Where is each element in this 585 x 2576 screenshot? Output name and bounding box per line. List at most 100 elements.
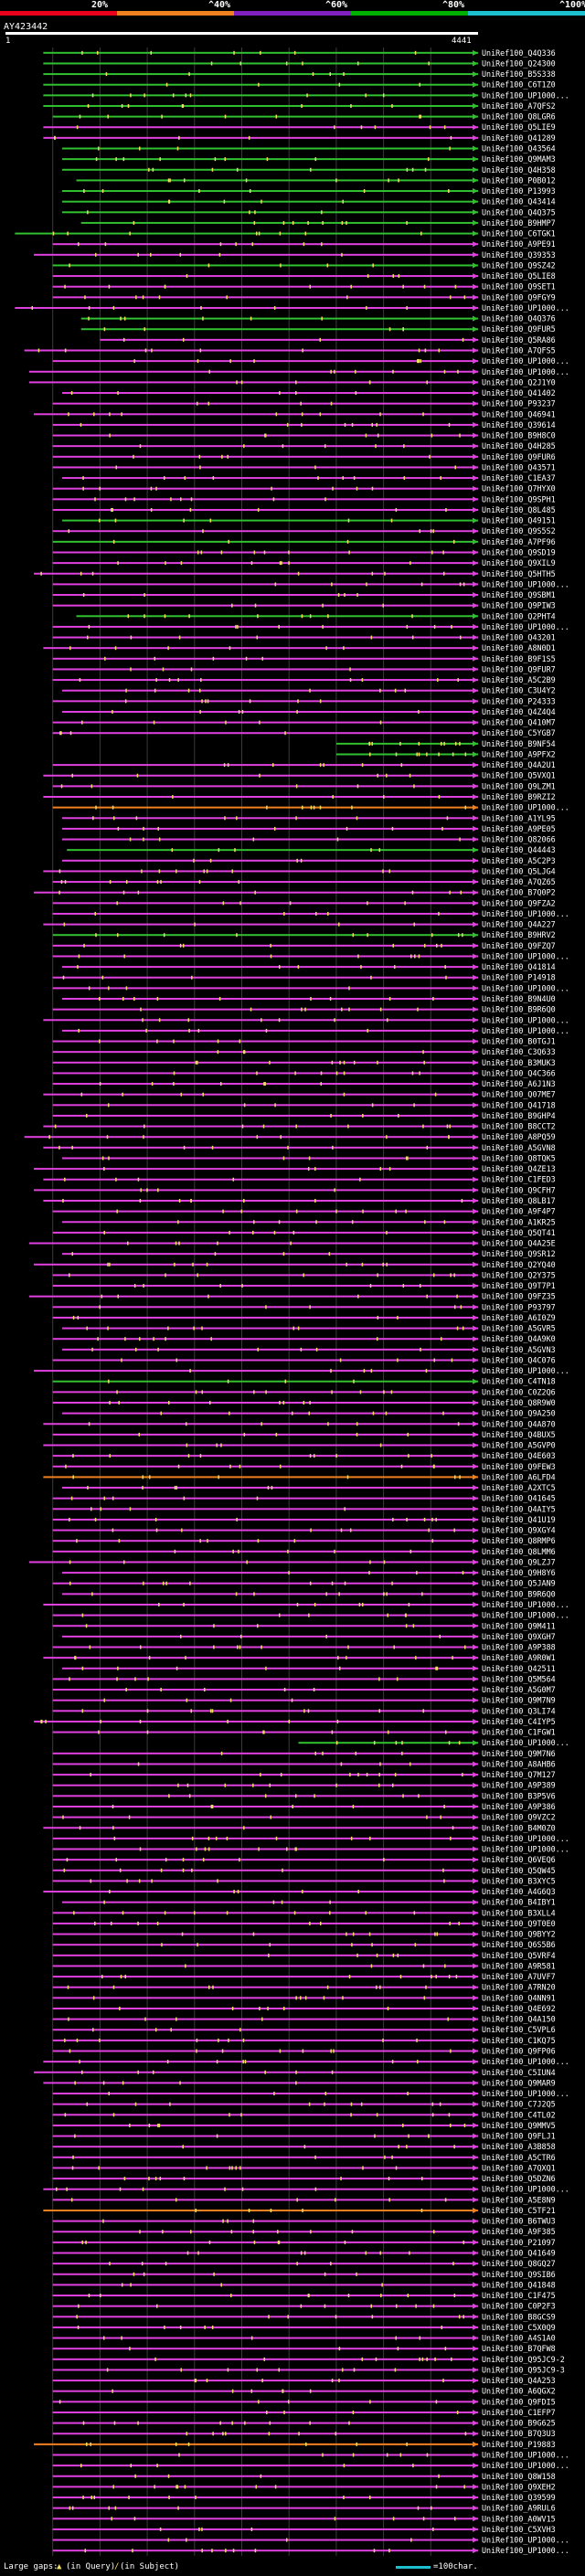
gap-marker [176, 1666, 178, 1670]
alignment-hit: UniRef100_Q41289 [43, 133, 556, 143]
hit-label: UniRef100_B9R6Q0 [482, 1005, 556, 1014]
gap-marker [217, 1241, 218, 1246]
hit-end-arrow [473, 1293, 478, 1299]
hit-bar [52, 2326, 478, 2328]
gap-marker [52, 231, 55, 236]
gap-marker [63, 922, 66, 927]
gap-marker [220, 1082, 222, 1087]
gap-marker [414, 1943, 417, 1947]
alignment-hit: UniRef100_A7QXQ1 [52, 2163, 556, 2172]
hit-bar [52, 1986, 478, 1988]
gap-marker [385, 1411, 388, 1415]
gap-marker [282, 2006, 285, 2010]
gap-marker [165, 1273, 166, 1277]
gap-marker [83, 943, 85, 948]
gap-marker [439, 1634, 441, 1638]
gap-marker [263, 1730, 265, 1734]
gap-marker [453, 2517, 456, 2521]
gap-marker [296, 1602, 299, 1606]
gap-marker [178, 135, 180, 140]
gap-marker [435, 943, 438, 948]
query-gap-marker-icon: ▲ [57, 2562, 62, 2571]
hit-end-arrow [473, 708, 478, 715]
gap-marker [388, 869, 391, 874]
hit-bar [43, 94, 479, 97]
alignment-hit: UniRef100_P21097 [52, 2238, 556, 2247]
alignment-hit: UniRef100_Q9XEH2 [52, 2482, 556, 2491]
gap-marker [115, 1177, 117, 1182]
gap-marker [422, 1709, 425, 1713]
hit-end-arrow [473, 2016, 478, 2022]
gap-marker [269, 1943, 271, 1947]
gap-marker [407, 1156, 409, 1161]
gap-marker [149, 252, 152, 257]
hit-label: UniRef100_P13993 [482, 186, 556, 196]
gap-marker [227, 2219, 229, 2223]
gap-marker [144, 348, 147, 353]
gap-marker [300, 401, 302, 406]
gap-marker [127, 614, 130, 619]
gap-marker [448, 1741, 451, 1745]
gap-marker [237, 1645, 239, 1649]
alignment-hit: UniRef100_Q410M7 [52, 718, 556, 727]
gap-marker [125, 688, 127, 693]
hit-bar [43, 1657, 479, 1659]
gap-marker [103, 1167, 105, 1171]
scale-tick-label: ^40% [208, 0, 231, 10]
gap-marker [151, 1082, 154, 1087]
gap-marker [359, 1390, 362, 1394]
gap-marker [322, 603, 324, 608]
hit-label: UniRef100_C5VPL6 [482, 2025, 556, 2034]
gap-marker [154, 2485, 155, 2489]
hit-end-arrow [473, 2335, 478, 2341]
gap-marker [190, 1199, 192, 1203]
gap-marker [143, 2272, 145, 2276]
hit-end-arrow [473, 241, 478, 248]
gap-marker [394, 688, 397, 693]
hit-label: UniRef100_Q8GQ27 [482, 2259, 556, 2268]
alignment-hit: UniRef100_A5CTR6 [52, 2153, 556, 2162]
hit-end-arrow [473, 400, 478, 407]
gap-marker [264, 1794, 267, 1798]
alignment-hit: UniRef100_Q9FZQ7 [52, 941, 556, 950]
alignment-hit: UniRef100_Q46941 [34, 409, 556, 419]
gap-marker [137, 2070, 139, 2074]
gap-marker [191, 1836, 194, 1840]
legend-footer: Large gaps: ▲ (in Query) / (in Subject) … [0, 2559, 585, 2576]
hit-bar [52, 2305, 478, 2307]
hit-end-arrow [473, 772, 478, 779]
hit-bar [52, 1869, 478, 1871]
gap-marker [114, 646, 117, 651]
hit-end-arrow [473, 113, 478, 120]
gap-marker [409, 773, 411, 778]
gap-marker [142, 1486, 144, 1490]
gap-marker [448, 422, 451, 427]
gap-marker [115, 157, 117, 162]
gap-marker [339, 1060, 341, 1065]
gap-marker [369, 1836, 371, 1840]
hit-bar [52, 2348, 478, 2350]
gap-marker [420, 2177, 423, 2181]
gap-marker [338, 2347, 341, 2351]
alignment-hit: UniRef100_Q5QW45 [52, 1866, 556, 1875]
hit-end-arrow [473, 1272, 478, 1278]
hit-end-arrow [473, 1665, 478, 1671]
gap-marker [369, 1560, 371, 1564]
gap-marker [395, 2304, 398, 2308]
gap-marker [292, 220, 294, 225]
hit-bar [43, 2082, 479, 2084]
gap-marker [331, 1730, 334, 1734]
hit-end-arrow [473, 2122, 478, 2128]
hit-end-arrow [473, 2324, 478, 2330]
gap-marker [226, 1911, 229, 1915]
gap-marker [335, 2315, 337, 2319]
gap-marker [76, 2315, 78, 2319]
hit-bar [34, 1370, 479, 1373]
gap-marker [329, 72, 331, 77]
gap-marker [107, 1262, 109, 1267]
hit-bar [52, 2528, 478, 2530]
hit-label: UniRef100_Q5LIE8 [482, 271, 556, 281]
gap-marker [90, 2496, 93, 2500]
gap-marker [194, 922, 196, 927]
gap-marker [454, 284, 457, 289]
